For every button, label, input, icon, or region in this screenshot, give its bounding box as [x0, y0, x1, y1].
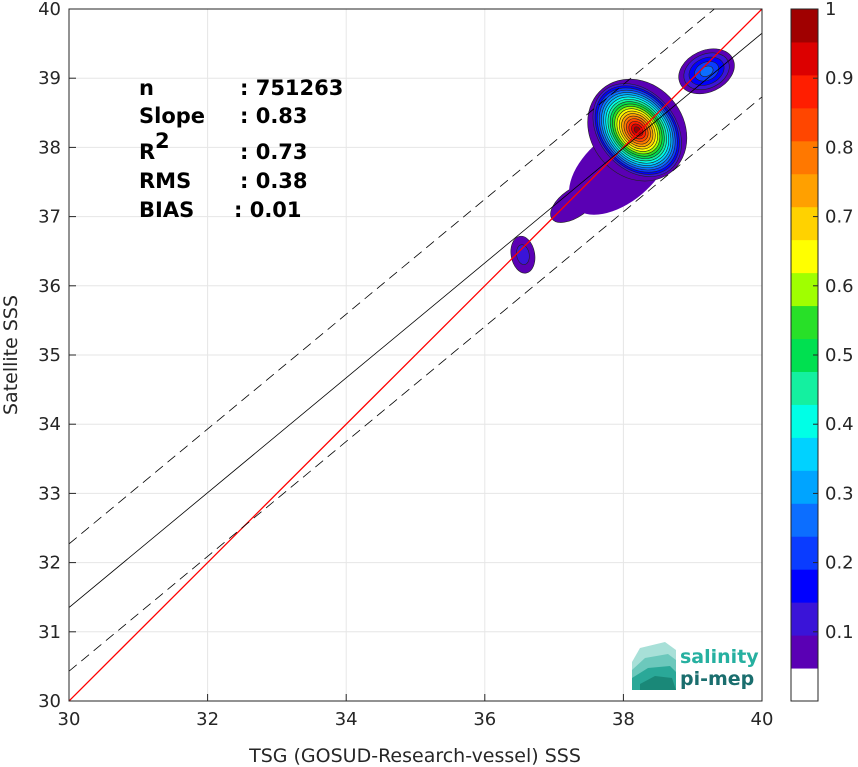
- colorbar-tick-label: 0.6: [825, 276, 854, 297]
- logo-line2: pi-mep: [680, 668, 754, 690]
- colorbar-tick-label: 0.7: [825, 207, 854, 228]
- colorbar-segment: [791, 74, 818, 109]
- colorbar-segment: [791, 371, 818, 405]
- colorbar-tick-label: 1: [825, 0, 836, 20]
- y-tick-label: 39: [38, 68, 61, 89]
- stat-label: n: [139, 76, 154, 100]
- stat-value: : 751263: [240, 76, 343, 100]
- x-tick-label: 40: [751, 709, 774, 730]
- colorbar-segment: [791, 602, 818, 636]
- y-tick-label: 38: [38, 137, 61, 158]
- colorbar-tick-label: 0.1: [825, 622, 854, 643]
- colorbar-segment: [791, 437, 818, 471]
- y-tick-label: 34: [38, 414, 61, 435]
- colorbar-segment: [791, 9, 818, 43]
- colorbar-segment: [791, 503, 818, 537]
- colorbar-tick-label: 0.4: [825, 414, 854, 435]
- fit-line: [69, 32, 762, 608]
- stat-label: Slope: [139, 104, 205, 128]
- colorbar-tick-label: 0.3: [825, 483, 854, 504]
- stat-value: : 0.38: [240, 169, 308, 193]
- stat-label: RMS: [139, 169, 191, 193]
- density-contour: [516, 244, 530, 265]
- colorbar-segment: [791, 470, 818, 504]
- colorbar-segment: [791, 305, 818, 340]
- colorbar: 0.1 0.2 0.3 0.4 0.5 0.6 0.7 0.8 0.9 1: [790, 0, 854, 702]
- colorbar-segment: [791, 536, 818, 570]
- colorbar-segment: [791, 239, 818, 274]
- colorbar-segment: [791, 140, 818, 175]
- colorbar-segment: [791, 41, 818, 76]
- grid-lines: [68, 8, 763, 702]
- y-axis-label: Satellite SSS: [0, 295, 22, 415]
- colorbar-segment: [791, 272, 818, 307]
- colorbar-segment: [791, 173, 818, 208]
- colorbar-segment: [791, 668, 818, 702]
- stat-value: : 0.83: [240, 104, 308, 128]
- y-tick-label: 35: [38, 345, 61, 366]
- colorbar-segment: [791, 107, 818, 142]
- y-tick-label: 36: [38, 276, 61, 297]
- salinity-pimep-logo: salinity pi-mep: [632, 642, 759, 690]
- fit-bound-line: [69, 9, 716, 545]
- colorbar-tick-label: 0.9: [825, 68, 854, 89]
- y-tick-label: 31: [38, 622, 61, 643]
- colorbar-tick-label: 0.2: [825, 553, 854, 574]
- stat-value: : 0.73: [240, 140, 308, 164]
- stat-value: : 0.01: [234, 198, 302, 222]
- density-contours: [510, 48, 735, 274]
- colorbar-segment: [791, 635, 818, 669]
- x-tick-label: 34: [335, 709, 358, 730]
- x-tick-label: 38: [612, 709, 635, 730]
- y-tick-label: 40: [38, 0, 61, 20]
- y-tick-label: 37: [38, 207, 61, 228]
- identity-line: [69, 9, 762, 701]
- wave-logo-icon: [632, 642, 676, 690]
- stat-label: R: [139, 140, 155, 164]
- colorbar-segment: [791, 569, 818, 603]
- x-tick-label: 30: [58, 709, 81, 730]
- fit-bound-line: [69, 96, 762, 672]
- x-tick-label: 36: [473, 709, 496, 730]
- colorbar-segment: [791, 404, 818, 438]
- stat-superscript: 2: [155, 129, 170, 153]
- y-tick-label: 30: [38, 691, 61, 712]
- x-tick-label: 32: [196, 709, 219, 730]
- colorbar-segment: [791, 206, 818, 241]
- colorbar-tick-label: 0.5: [825, 345, 854, 366]
- x-axis-label: TSG (GOSUD-Research-vessel) SSS: [248, 745, 581, 767]
- regression-lines: [69, 9, 762, 701]
- stats-box: n : 751263 Slope : 0.83 R 2 : 0.73 RMS : 0.38 BIA…: [139, 76, 343, 222]
- axis-ticks: 30 32 34 36 38 40 30 31 32 33 34 35 36 37 38 39 40: [38, 0, 773, 730]
- logo-line1: salinity: [680, 646, 759, 668]
- y-tick-label: 32: [38, 553, 61, 574]
- colorbar-tick-label: 0.8: [825, 137, 854, 158]
- y-tick-label: 33: [38, 483, 61, 504]
- stat-label: BIAS: [139, 198, 194, 222]
